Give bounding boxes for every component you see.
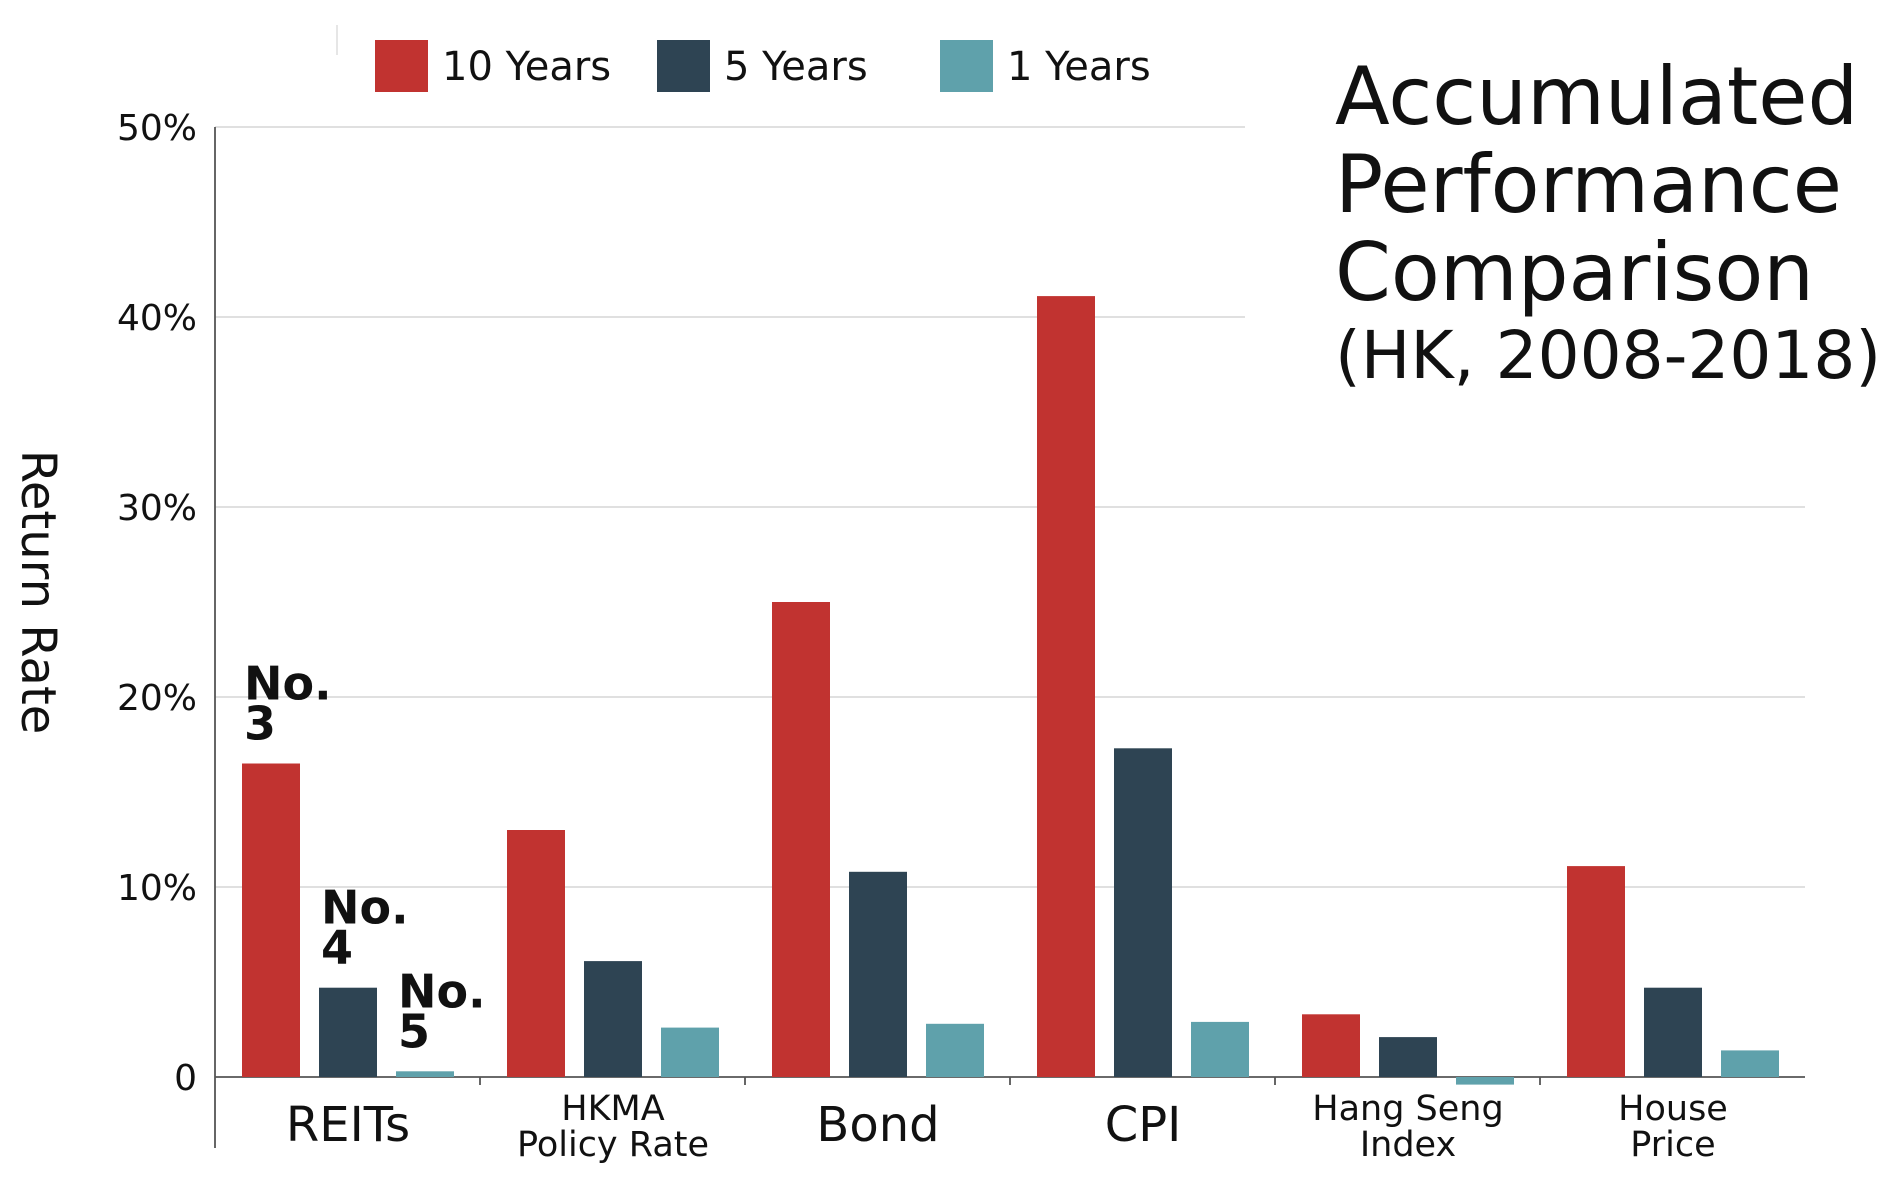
y-tick-label: 20% — [117, 678, 197, 719]
bars — [242, 296, 1779, 1085]
x-category-label: Index — [1360, 1125, 1456, 1165]
bar-10-years — [1302, 1014, 1360, 1077]
legend-swatch — [657, 40, 710, 92]
bar-1-years — [1191, 1021, 1249, 1077]
chart-title-line: Comparison — [1335, 226, 1814, 319]
legend-label: 10 Years — [442, 44, 611, 90]
legend: 10 Years 5 Years 1 Years — [375, 40, 1151, 92]
x-category-label: HKMA — [561, 1089, 664, 1129]
x-category-label: CPI — [1105, 1097, 1182, 1153]
bar-1-years — [926, 1023, 984, 1077]
y-axis-label: Return Rate — [10, 450, 66, 735]
chart-subtitle: (HK, 2008-2018) — [1335, 317, 1881, 394]
x-category-label: Hang Seng — [1312, 1089, 1503, 1129]
bar-1-years — [1456, 1077, 1514, 1085]
y-tick-label: 0 — [174, 1058, 197, 1099]
axes — [214, 25, 1805, 1148]
bar-5-years — [849, 871, 907, 1077]
x-category-label: REITs — [286, 1097, 410, 1153]
bar-1-years — [1721, 1050, 1779, 1077]
bar-5-years — [319, 987, 377, 1077]
legend-label: 1 Years — [1007, 44, 1151, 90]
bar-10-years — [507, 830, 565, 1077]
y-tick-label: 30% — [117, 488, 197, 529]
x-category-label: Policy Rate — [517, 1125, 709, 1165]
y-tick-label: 50% — [117, 108, 197, 149]
y-tick-label: 40% — [117, 298, 197, 339]
bar-5-years — [1114, 748, 1172, 1077]
rank-annotation: No. — [244, 657, 332, 711]
bar-5-years — [584, 961, 642, 1077]
legend-label: 5 Years — [724, 44, 868, 90]
bar-5-years — [1644, 987, 1702, 1077]
bar-10-years — [772, 602, 830, 1077]
x-category-label: House — [1618, 1089, 1728, 1129]
chart-title-line: Performance — [1335, 138, 1842, 231]
rank-annotation: No. — [398, 964, 486, 1018]
bar-10-years — [242, 763, 300, 1077]
bar-10-years — [1037, 296, 1095, 1078]
x-category-label: Price — [1630, 1125, 1715, 1165]
grid-lines — [215, 126, 1805, 888]
x-category-label: Bond — [816, 1097, 939, 1153]
rank-annotation: 3 — [244, 697, 276, 751]
bar-5-years — [1379, 1037, 1437, 1077]
bar-1-years — [661, 1027, 719, 1077]
legend-swatch — [940, 40, 993, 92]
bar-1-years — [396, 1071, 454, 1077]
bar-10-years — [1567, 866, 1625, 1077]
y-tick-label: 10% — [117, 868, 197, 909]
rank-annotation: 5 — [398, 1004, 430, 1058]
legend-swatch — [375, 40, 428, 92]
rank-annotation: No. — [321, 881, 409, 935]
chart-title-line: Accumulated — [1335, 50, 1858, 143]
rank-annotation: 4 — [321, 921, 353, 975]
